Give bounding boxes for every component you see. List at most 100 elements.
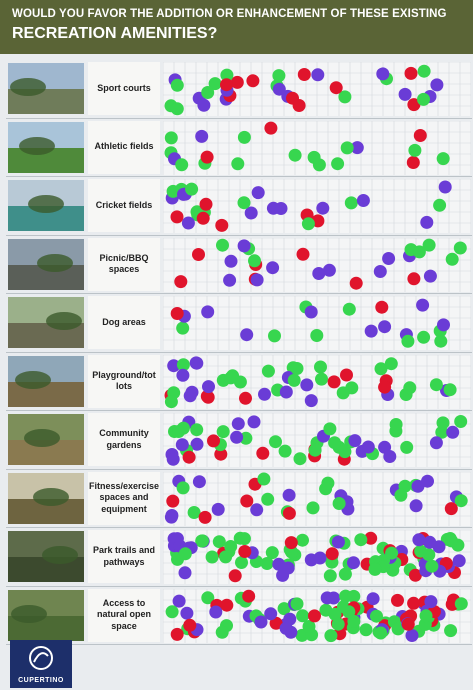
amenity-label: Dog areas (88, 296, 160, 349)
amenity-row: Cricket fields (6, 177, 472, 236)
vote-dot (417, 64, 431, 78)
vote-dot (295, 628, 309, 642)
vote-dot (364, 531, 378, 545)
vote-dot (342, 302, 356, 316)
vote-grid (163, 471, 471, 526)
photo-trees (24, 429, 60, 447)
vote-dot (354, 533, 368, 547)
vote-dot (176, 321, 190, 335)
vote-dot (419, 608, 433, 622)
vote-dot (220, 78, 233, 92)
vote-dot (436, 151, 450, 165)
vote-dot (403, 380, 417, 394)
vote-dot (411, 479, 425, 493)
photo-trees (15, 370, 51, 389)
vote-dot (436, 416, 450, 430)
vote-dot (268, 329, 281, 343)
vote-dot (200, 150, 214, 164)
vote-grid (163, 296, 471, 350)
vote-dot (183, 388, 197, 402)
photo-trees (11, 604, 47, 623)
vote-dot (406, 155, 420, 169)
vote-dot (312, 266, 326, 280)
vote-dot (274, 202, 288, 215)
vote-dot (304, 393, 318, 407)
vote-dot (224, 370, 238, 384)
vote-dot (385, 546, 399, 560)
vote-dot (195, 129, 209, 143)
photo-trees (46, 312, 82, 330)
vote-dot (417, 92, 430, 106)
photo-trees (33, 487, 69, 506)
vote-dot (400, 440, 414, 454)
vote-dot (356, 194, 370, 207)
vote-dot (172, 594, 186, 608)
vote-dot (170, 102, 184, 116)
vote-dot (319, 603, 333, 617)
vote-dot (235, 556, 248, 569)
vote-dot (224, 254, 238, 268)
vote-dot (404, 66, 418, 80)
vote-dot (444, 501, 458, 515)
vote-dot (288, 148, 302, 162)
vote-grid (163, 354, 471, 409)
vote-dot (423, 269, 437, 283)
vote-dot (445, 534, 458, 548)
vote-dot (329, 81, 343, 95)
vote-dot (454, 415, 468, 428)
vote-dot (340, 368, 353, 381)
vote-dot (250, 502, 264, 516)
vote-dot (331, 156, 345, 170)
vote-dot (181, 216, 195, 230)
rows: Sport courts Athletic fields Cricket field… (6, 60, 472, 645)
vote-dot (344, 196, 358, 210)
vote-dot (269, 435, 282, 449)
vote-dot (216, 238, 229, 252)
vote-dot (376, 67, 390, 81)
vote-dot (300, 377, 314, 391)
photo-trees (28, 195, 64, 213)
vote-dot (296, 608, 310, 622)
photo-trees (19, 136, 55, 155)
vote-dot (220, 68, 234, 82)
vote-dot (394, 488, 408, 502)
vote-dot (347, 556, 360, 570)
vote-dot (378, 320, 392, 334)
amenity-label: Park trails and pathways (88, 530, 160, 583)
vote-dot (260, 557, 274, 570)
vote-dot (201, 86, 215, 99)
vote-dot (293, 452, 307, 466)
vote-dot (301, 217, 315, 231)
vote-dot (167, 358, 181, 372)
amenity-label: Athletic fields (88, 120, 160, 174)
amenity-row: Fitness/exercise spaces and equipment (6, 470, 472, 528)
vote-dot (359, 622, 373, 636)
vote-dot (306, 500, 320, 514)
vote-dot (302, 619, 316, 633)
vote-grid (163, 413, 471, 467)
vote-dot (445, 252, 459, 266)
vote-dot (230, 430, 244, 444)
vote-dot (251, 186, 265, 200)
title-line-2: RECREATION AMENITIES? (12, 25, 218, 42)
vote-dot (409, 498, 423, 512)
vote-dot (323, 422, 337, 436)
vote-dot (198, 510, 212, 524)
vote-dot (176, 357, 190, 371)
vote-dot (266, 260, 280, 274)
vote-dot (384, 356, 398, 370)
vote-dot (211, 502, 225, 516)
vote-dot (347, 614, 361, 628)
amenity-label: Fitness/exercise spaces and equipment (88, 471, 160, 525)
vote-dot (264, 606, 278, 620)
vote-dot (242, 589, 256, 603)
amenity-row: Dog areas (6, 294, 472, 353)
vote-dot (261, 492, 275, 506)
vote-dot (422, 238, 436, 252)
vote-dot (412, 533, 426, 547)
vote-dot (264, 121, 278, 135)
vote-dot (201, 590, 215, 604)
vote-dot (331, 617, 345, 631)
vote-dot (443, 382, 457, 396)
vote-dot (338, 445, 352, 459)
